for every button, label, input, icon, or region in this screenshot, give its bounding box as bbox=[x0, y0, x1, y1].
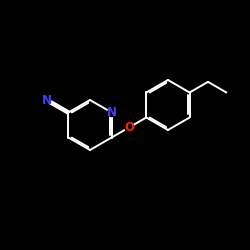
Text: N: N bbox=[42, 94, 52, 106]
Circle shape bbox=[108, 108, 116, 116]
Text: N: N bbox=[107, 106, 117, 119]
Text: O: O bbox=[124, 121, 134, 134]
Circle shape bbox=[125, 124, 133, 132]
Circle shape bbox=[43, 96, 51, 104]
